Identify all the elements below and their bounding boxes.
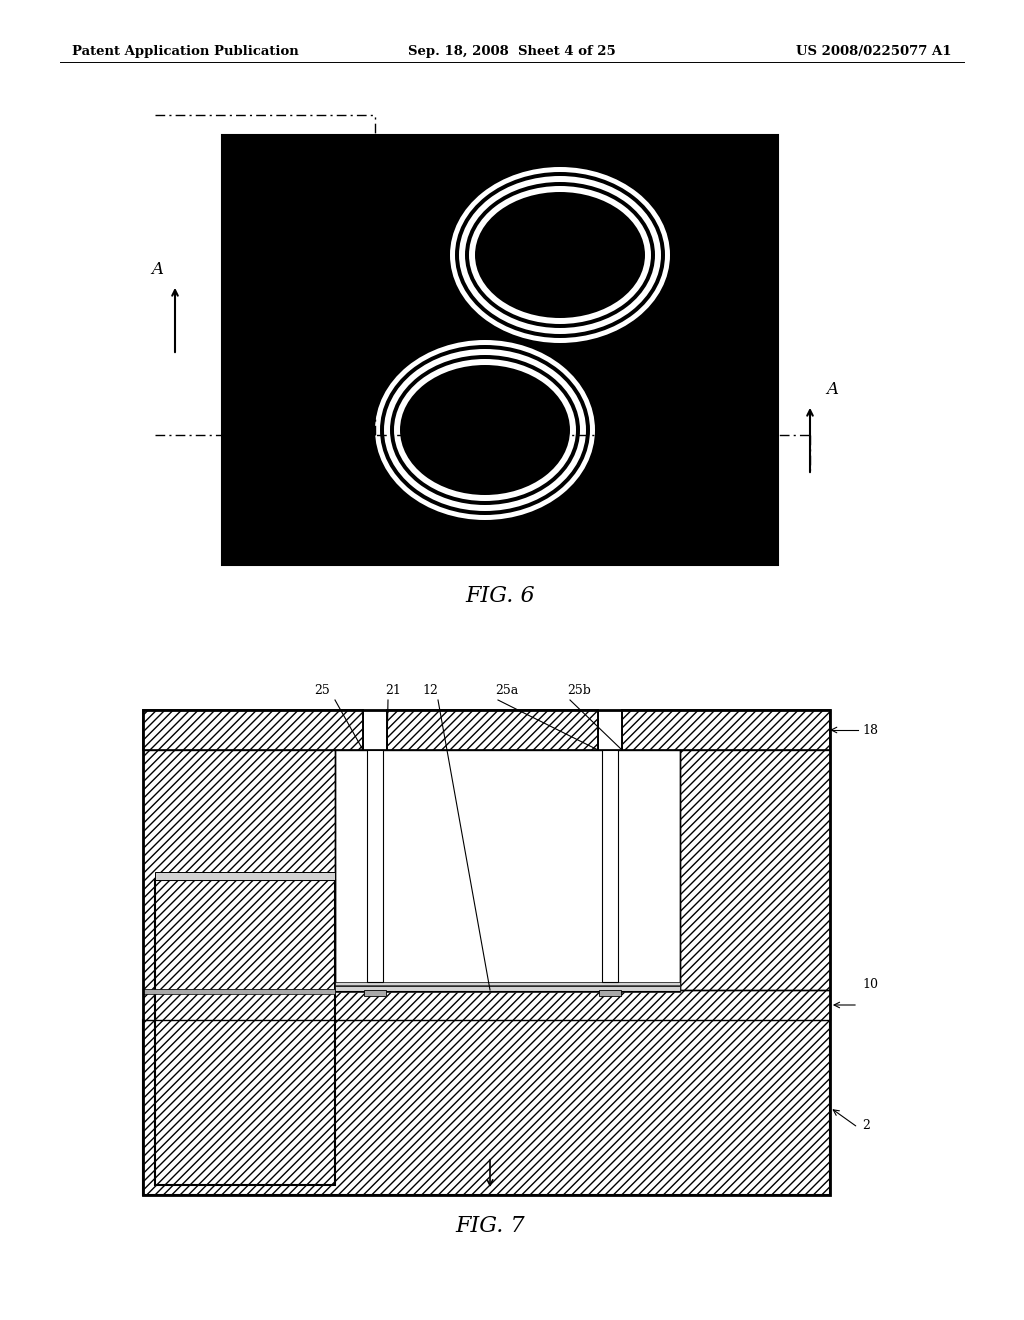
Bar: [364, 990, 386, 997]
Ellipse shape: [394, 359, 575, 502]
Bar: [387, 710, 598, 750]
Bar: [155, 873, 335, 880]
Text: 2: 2: [862, 1119, 869, 1133]
Bar: [143, 710, 830, 1195]
Bar: [143, 1020, 830, 1195]
Ellipse shape: [450, 168, 670, 343]
Text: 18: 18: [862, 723, 878, 737]
Ellipse shape: [380, 345, 590, 515]
Bar: [680, 750, 830, 990]
Bar: [387, 710, 598, 750]
Bar: [143, 750, 335, 990]
Bar: [155, 880, 335, 1185]
Ellipse shape: [375, 341, 595, 520]
Ellipse shape: [475, 191, 645, 318]
Bar: [335, 982, 680, 993]
Text: 25b: 25b: [567, 684, 591, 697]
Bar: [143, 1020, 830, 1195]
Bar: [155, 880, 335, 1185]
Bar: [222, 135, 778, 565]
Bar: [143, 710, 362, 750]
Bar: [367, 750, 383, 982]
Bar: [143, 710, 362, 750]
Text: A: A: [151, 261, 163, 279]
Text: Patent Application Publication: Patent Application Publication: [72, 45, 299, 58]
Ellipse shape: [459, 176, 662, 334]
Text: A: A: [826, 381, 838, 399]
Text: Sep. 18, 2008  Sheet 4 of 25: Sep. 18, 2008 Sheet 4 of 25: [409, 45, 615, 58]
Ellipse shape: [390, 355, 580, 506]
Bar: [143, 989, 335, 994]
Bar: [622, 710, 830, 750]
Ellipse shape: [384, 348, 586, 511]
Text: 12: 12: [422, 684, 438, 697]
Bar: [335, 750, 680, 990]
Bar: [143, 990, 830, 1020]
Text: US 2008/0225077 A1: US 2008/0225077 A1: [797, 45, 952, 58]
Text: 21: 21: [385, 684, 400, 697]
Text: 25: 25: [314, 684, 330, 697]
Text: 10: 10: [862, 978, 878, 991]
Bar: [143, 990, 830, 1020]
Text: FIG. 6: FIG. 6: [465, 585, 535, 607]
Bar: [680, 750, 830, 990]
Ellipse shape: [400, 366, 570, 495]
Bar: [599, 990, 621, 997]
Bar: [622, 710, 830, 750]
Text: 25a: 25a: [495, 684, 518, 697]
Text: FIG. 7: FIG. 7: [456, 1214, 525, 1237]
Ellipse shape: [455, 172, 665, 338]
Bar: [143, 750, 335, 990]
Ellipse shape: [465, 182, 655, 327]
Ellipse shape: [469, 186, 651, 323]
Bar: [602, 750, 618, 982]
